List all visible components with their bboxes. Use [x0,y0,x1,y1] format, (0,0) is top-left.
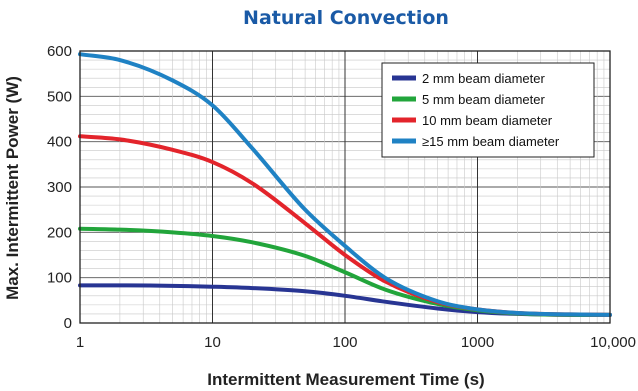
legend-box [381,62,595,158]
x-tick-label: 1 [76,334,84,351]
x-tick-label: 10 [204,334,221,351]
x-tick-label: 10,000 [590,334,636,351]
chart-title: Natural Convection [243,7,449,29]
plot-frame [79,50,611,324]
y-axis-title: Max. Intermittent Power (W) [3,76,22,300]
y-tick-label: 100 [47,270,72,287]
x-tick-label: 1000 [461,334,494,351]
legend-label-4: ≥15 mm beam diameter [422,134,560,149]
y-tick-labels: 0 100 200 300 400 500 600 [47,43,72,332]
legend-label-2: 5 mm beam diameter [422,92,545,107]
legend-label-1: 2 mm beam diameter [422,71,545,86]
legend-label-3: 10 mm beam diameter [422,113,553,128]
series-line-4 [78,52,612,317]
x-tick-label: 100 [332,334,357,351]
x-tick-labels: 1 10 100 1000 10,000 [76,334,636,351]
legend: 2 mm beam diameter 5 mm beam diameter 10 m… [381,62,595,158]
series-lines [78,52,612,317]
y-tick-label: 500 [47,88,72,105]
y-tick-label: 600 [47,43,72,60]
y-tick-label: 0 [64,315,72,332]
x-axis-title: Intermittent Measurement Time (s) [207,370,484,389]
y-tick-label: 200 [47,224,72,241]
y-tick-label: 400 [47,134,72,151]
y-tick-label: 300 [47,179,72,196]
